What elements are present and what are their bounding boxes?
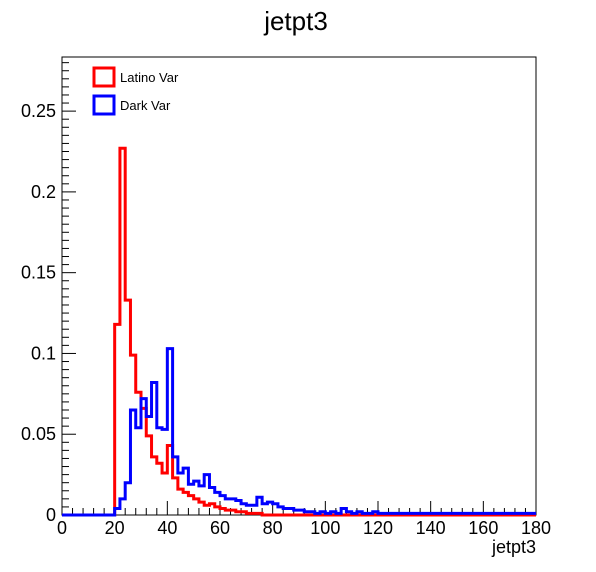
legend-swatch <box>92 94 116 116</box>
x-tick-label: 40 <box>157 518 177 538</box>
legend-label: Latino Var <box>120 70 179 85</box>
x-axis: 0 20 40 60 80 100 120 140 160 180 <box>57 501 551 538</box>
legend-swatch <box>92 66 116 88</box>
x-tick-label: 0 <box>57 518 67 538</box>
y-tick-label: 0.1 <box>31 343 56 363</box>
chart-title: jetpt3 <box>263 6 328 36</box>
x-axis-title: jetpt3 <box>491 537 536 557</box>
legend-label: Dark Var <box>120 98 171 113</box>
x-tick-label: 140 <box>416 518 446 538</box>
series-layer <box>62 146 536 517</box>
x-tick-label: 160 <box>468 518 498 538</box>
y-axis: 0 0.05 0.1 0.15 0.2 0.25 <box>21 62 76 525</box>
y-tick-label: 0.05 <box>21 424 56 444</box>
x-tick-label: 120 <box>363 518 393 538</box>
x-tick-label: 100 <box>310 518 340 538</box>
legend: Latino Var Dark Var <box>92 66 179 116</box>
y-tick-label: 0.25 <box>21 101 56 121</box>
plot-frame <box>61 56 537 516</box>
series-line-0 <box>62 146 536 517</box>
x-tick-label: 80 <box>263 518 283 538</box>
y-tick-label: 0.15 <box>21 263 56 283</box>
x-tick-label: 180 <box>521 518 551 538</box>
y-tick-label: 0.2 <box>31 182 56 202</box>
y-tick-label: 0 <box>46 505 56 525</box>
series-line-1 <box>62 347 536 517</box>
x-tick-label: 20 <box>105 518 125 538</box>
x-tick-label: 60 <box>210 518 230 538</box>
